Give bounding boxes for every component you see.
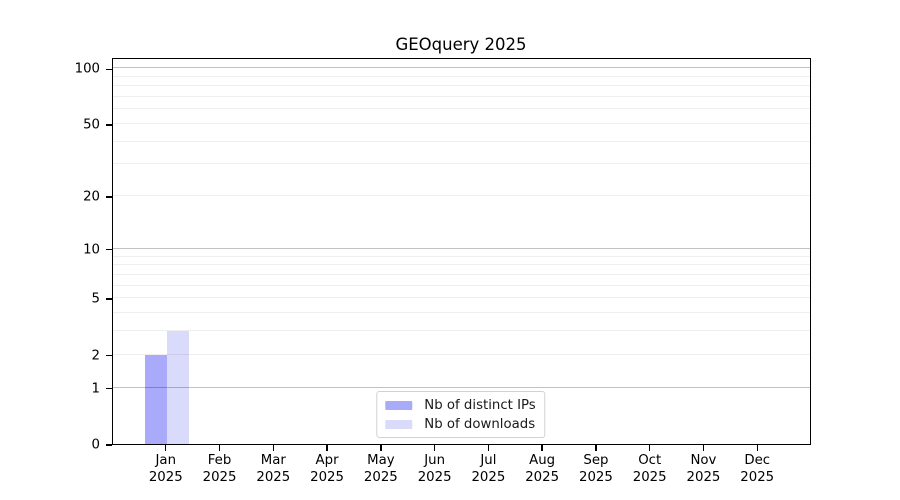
x-tick-mark <box>541 445 543 451</box>
x-tick-mark <box>326 445 328 451</box>
x-tick-year: 2025 <box>310 469 344 485</box>
y-gridline-minor <box>113 108 810 110</box>
y-gridline-minor <box>113 75 810 77</box>
y-tick-mark <box>106 124 112 126</box>
legend-item: Nb of downloads <box>385 415 535 433</box>
x-tick-label: Jul 2025 <box>471 453 505 486</box>
x-tick-year: 2025 <box>686 469 721 485</box>
x-tick-year: 2025 <box>256 469 291 485</box>
y-gridline-minor <box>113 95 810 97</box>
x-tick-label: Nov 2025 <box>687 453 721 486</box>
x-tick-label: Aug 2025 <box>525 453 559 486</box>
y-gridline-major <box>113 247 810 249</box>
y-tick-label: 5 <box>91 291 100 307</box>
x-tick-month: Jul <box>480 453 497 468</box>
legend: Nb of distinct IPs Nb of downloads <box>376 391 546 438</box>
y-gridline-minor <box>113 264 810 266</box>
x-tick-month: Jun <box>424 453 445 468</box>
y-tick-label: 2 <box>91 348 100 364</box>
x-tick-month: Mar <box>260 453 286 468</box>
bars-layer <box>113 59 810 444</box>
x-tick-year: 2025 <box>363 469 398 485</box>
y-gridline-minor <box>113 195 810 197</box>
y-tick-mark <box>106 249 112 251</box>
x-tick-mark <box>595 445 597 451</box>
legend-label: Nb of distinct IPs <box>424 397 536 413</box>
chart-title: GEOquery 2025 <box>395 35 527 54</box>
x-tick-year: 2025 <box>579 469 613 485</box>
x-tick-label: Jan 2025 <box>149 453 183 486</box>
y-gridline-minor <box>113 311 810 313</box>
x-tick-month: Feb <box>207 453 232 468</box>
x-tick-year: 2025 <box>148 469 183 485</box>
x-tick-mark <box>218 445 221 451</box>
legend-swatch <box>385 400 413 410</box>
y-tick-label: 20 <box>83 189 100 205</box>
y-tick-label: 50 <box>83 117 100 133</box>
x-tick-month: May <box>367 453 395 468</box>
bar-nb-of-distinct-ips-jan <box>144 354 167 444</box>
x-tick-mark <box>702 445 705 451</box>
x-tick-month: Nov <box>690 453 717 468</box>
x-tick-mark <box>165 445 167 451</box>
x-tick-mark <box>380 445 382 451</box>
x-tick-mark <box>433 445 436 451</box>
x-tick-year: 2025 <box>471 469 506 485</box>
y-gridline-major <box>113 67 810 69</box>
x-tick-label: Mar 2025 <box>256 453 290 486</box>
y-gridline-minor <box>113 353 810 355</box>
y-tick-mark <box>106 68 112 70</box>
x-tick-year: 2025 <box>632 469 667 485</box>
x-tick-label: Apr 2025 <box>310 453 344 486</box>
x-tick-month: Jan <box>155 453 177 468</box>
y-tick-mark <box>106 444 112 446</box>
y-gridline-minor <box>113 140 810 142</box>
y-tick-label: 1 <box>91 381 100 397</box>
x-tick-year: 2025 <box>740 469 775 485</box>
y-tick-mark <box>106 354 112 357</box>
x-tick-mark <box>648 445 651 451</box>
x-tick-year: 2025 <box>525 469 560 485</box>
x-tick-mark <box>756 445 758 451</box>
x-tick-month: Sep <box>583 453 609 468</box>
x-tick-month: Apr <box>315 453 339 468</box>
y-gridline-minor <box>113 284 810 286</box>
x-tick-label: Oct 2025 <box>633 453 667 486</box>
x-tick-month: Oct <box>638 453 662 468</box>
y-tick-label: 100 <box>74 61 100 77</box>
y-gridline-minor <box>113 273 810 275</box>
y-gridline-major <box>113 386 810 388</box>
x-tick-month: Aug <box>529 453 556 468</box>
x-tick-mark <box>272 445 274 451</box>
gridlines-layer <box>113 59 810 444</box>
x-tick-label: Dec 2025 <box>740 453 774 486</box>
y-tick-mark <box>106 298 112 300</box>
x-tick-label: Jun 2025 <box>418 453 452 486</box>
x-tick-month: Dec <box>744 453 771 468</box>
x-tick-mark <box>487 445 490 451</box>
legend-item: Nb of distinct IPs <box>385 396 536 414</box>
y-tick-label: 0 <box>91 437 100 453</box>
x-tick-label: May 2025 <box>364 453 398 486</box>
y-tick-mark <box>106 196 112 198</box>
x-tick-label: Sep 2025 <box>579 453 613 486</box>
x-tick-year: 2025 <box>417 469 452 485</box>
x-tick-year: 2025 <box>202 469 237 485</box>
bar-nb-of-downloads-jan <box>166 331 189 444</box>
y-gridline-minor <box>113 297 810 299</box>
y-tick-mark <box>106 387 112 390</box>
legend-label: Nb of downloads <box>424 416 536 432</box>
y-gridline-minor <box>113 163 810 165</box>
plot-area <box>112 58 811 445</box>
y-tick-label: 10 <box>83 242 100 258</box>
y-gridline-minor <box>113 330 810 332</box>
y-gridline-minor <box>113 255 810 257</box>
y-gridline-minor <box>113 122 810 124</box>
legend-swatch <box>385 419 413 429</box>
x-tick-label: Feb 2025 <box>203 453 237 486</box>
y-gridline-minor <box>113 85 810 87</box>
